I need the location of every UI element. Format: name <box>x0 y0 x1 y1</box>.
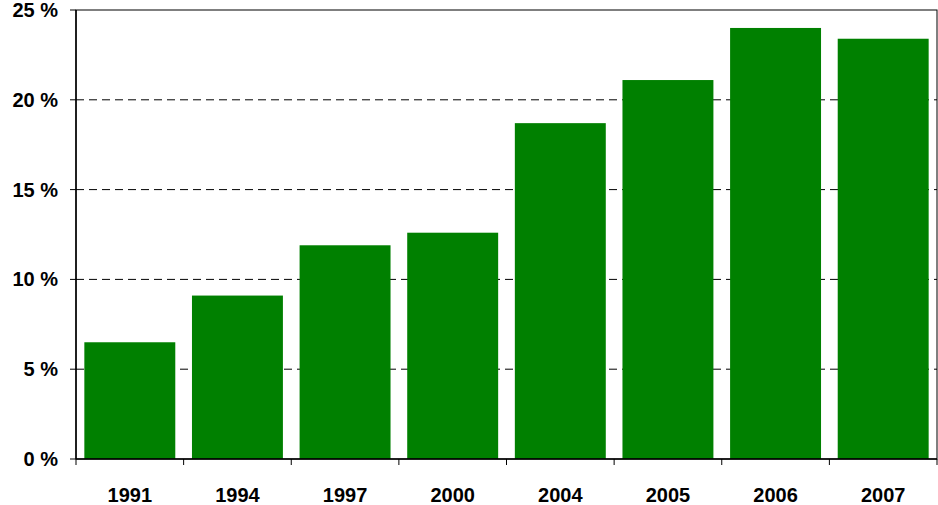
x-tick-label: 2006 <box>753 484 798 505</box>
y-tick-label: 5 % <box>24 358 59 380</box>
bar <box>838 39 929 459</box>
y-tick-label: 25 % <box>12 0 58 21</box>
x-tick <box>76 459 77 465</box>
x-tick-label: 1997 <box>323 484 368 505</box>
x-tick-label: 2007 <box>861 484 906 505</box>
y-tick-label: 0 % <box>24 448 59 470</box>
x-tick-label: 2004 <box>538 484 583 505</box>
bar <box>407 233 498 459</box>
bar <box>515 123 606 459</box>
y-tick <box>70 459 76 460</box>
y-tick <box>70 279 76 280</box>
bar <box>622 80 713 459</box>
x-tick <box>398 459 399 465</box>
bars <box>84 28 928 459</box>
y-tick <box>70 10 76 11</box>
y-axis-line <box>75 10 77 459</box>
x-tick-label: 2005 <box>646 484 691 505</box>
y-tick <box>70 369 76 370</box>
y-tick <box>70 99 76 100</box>
chart-container: 0 % 5 % 10 % 15 % 20 % 25 % 1991 1994 1997 2000 20… <box>0 0 938 505</box>
bar <box>84 342 175 459</box>
bar <box>730 28 821 459</box>
x-tick <box>614 459 615 465</box>
x-tick <box>183 459 184 465</box>
y-tick <box>70 189 76 190</box>
bar <box>300 245 391 459</box>
x-tick <box>721 459 722 465</box>
y-tick-label: 10 % <box>12 268 58 290</box>
x-tick <box>291 459 292 465</box>
bar <box>192 296 283 459</box>
x-tick <box>506 459 507 465</box>
x-tick <box>937 459 938 465</box>
x-tick-label: 1991 <box>108 484 153 505</box>
x-tick-label: 2000 <box>430 484 475 505</box>
x-tick-label: 1994 <box>215 484 260 505</box>
x-tick <box>829 459 830 465</box>
y-tick-label: 15 % <box>12 179 58 201</box>
plot-frame <box>76 10 937 459</box>
y-tick-label: 20 % <box>12 89 58 111</box>
chart-svg: 0 % 5 % 10 % 15 % 20 % 25 % 1991 1994 1997 2000 20… <box>0 0 938 505</box>
